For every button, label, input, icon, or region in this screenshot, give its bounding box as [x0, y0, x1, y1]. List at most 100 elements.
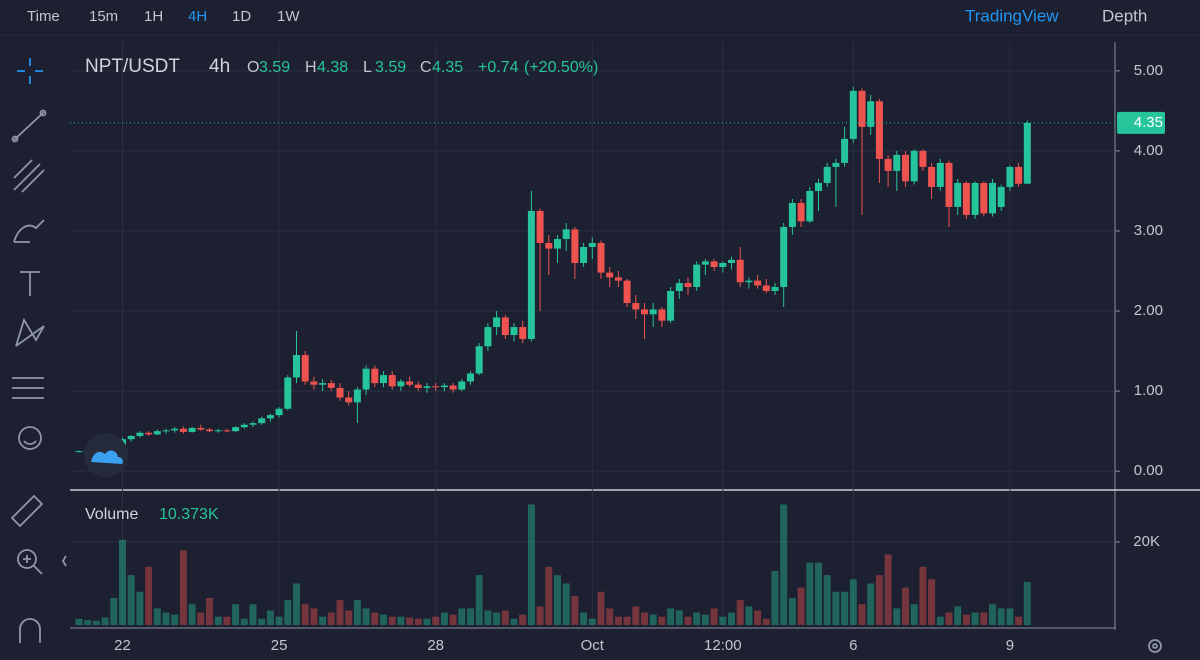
volume-bar — [867, 583, 875, 625]
candle-body — [510, 327, 518, 336]
crosshair-icon[interactable] — [17, 58, 43, 84]
candle-body — [414, 384, 422, 388]
x-tick-label: 9 — [1006, 637, 1014, 654]
ohlc-value: 4.38 — [317, 59, 348, 76]
emoji-icon[interactable] — [18, 426, 42, 450]
candle-body — [849, 90, 857, 139]
volume-title: Volume — [85, 506, 138, 523]
ohlc-key: L — [363, 59, 372, 76]
candle-body — [145, 432, 153, 435]
candle-body — [1006, 166, 1014, 187]
volume-bar — [284, 600, 292, 625]
candle-body — [275, 408, 283, 416]
prediction-icon[interactable] — [12, 377, 44, 399]
candle-body — [858, 90, 866, 127]
volume-bar — [997, 608, 1005, 625]
ohlc-key: H — [305, 59, 317, 76]
candle-body — [788, 202, 796, 227]
volume-bar — [214, 616, 222, 625]
candle-body — [815, 182, 822, 191]
interval-button[interactable]: 4H — [188, 8, 207, 25]
fib-icon[interactable] — [13, 159, 45, 193]
interval-button[interactable]: 1D — [232, 8, 251, 25]
x-tick-label: Oct — [581, 637, 605, 654]
candle-body — [902, 154, 909, 182]
volume-bar — [440, 612, 448, 625]
volume-bar — [527, 504, 535, 625]
volume-bar — [327, 612, 335, 625]
volume-bars — [75, 504, 1031, 625]
volume-bar — [736, 600, 744, 625]
volume-bar — [641, 612, 648, 625]
last-price-label: 4.35 — [1134, 114, 1163, 131]
candle-body — [293, 355, 300, 378]
volume-bar — [110, 597, 118, 625]
brush-icon[interactable] — [13, 219, 45, 243]
volume-bar — [545, 566, 553, 625]
volume-bar — [406, 617, 414, 625]
ohlc-value: 4.35 — [432, 59, 463, 76]
ohlc-key: C — [420, 59, 432, 76]
candle-body — [336, 387, 344, 398]
candle-body — [762, 285, 770, 292]
candle-body — [701, 261, 709, 265]
magnet-icon[interactable] — [19, 618, 41, 643]
ruler-icon[interactable] — [10, 494, 44, 528]
candle-body — [649, 309, 657, 315]
symbol: NPT/USDT — [85, 56, 180, 77]
logo — [84, 433, 128, 477]
candle-body — [945, 162, 953, 207]
volume-bar — [823, 575, 831, 625]
labels: NPT/USDT 4h Volume 10.373K 0.00 1.00 2.00 3… — [85, 56, 1165, 654]
candle-body — [745, 280, 753, 283]
candle-body — [266, 415, 274, 419]
volume-bar — [719, 616, 727, 625]
candle-body — [954, 182, 962, 207]
interval-button[interactable]: Time — [27, 8, 60, 25]
volume-bar — [710, 608, 718, 625]
volume-bar — [797, 587, 805, 625]
settings-icon[interactable] — [1148, 639, 1162, 653]
pattern-icon[interactable] — [15, 317, 45, 347]
candle-body — [554, 238, 561, 249]
volume-bar — [371, 612, 379, 625]
candle-body — [606, 272, 614, 278]
candle-body — [301, 355, 309, 382]
interval-button[interactable]: 15m — [89, 8, 118, 25]
candle-body — [371, 368, 379, 384]
volume-bar — [667, 608, 675, 625]
x-tick-label: 6 — [849, 637, 857, 654]
candle-body — [910, 150, 918, 182]
candle-body — [989, 182, 996, 214]
view-button[interactable]: Depth — [1102, 6, 1147, 25]
volume-bar — [336, 600, 344, 625]
candle-body — [658, 309, 666, 321]
volume-bar — [893, 608, 901, 625]
candle-body — [780, 226, 788, 288]
volume-bar — [188, 604, 196, 625]
candle-body — [188, 427, 196, 432]
view-button[interactable]: TradingView — [965, 6, 1059, 25]
candle-body — [997, 186, 1005, 207]
candle-body — [641, 309, 648, 315]
interval-button[interactable]: 1W — [277, 8, 300, 25]
candle-body — [249, 423, 257, 425]
candle-body — [1015, 166, 1023, 184]
volume-bar — [266, 610, 274, 625]
volume-bar — [806, 562, 814, 625]
volume-bar — [606, 608, 614, 625]
volume-bar — [1023, 581, 1031, 625]
candle-body — [962, 182, 970, 215]
volume-bar — [92, 620, 100, 625]
collapse-arrow[interactable] — [61, 555, 67, 567]
candle-body — [693, 264, 701, 288]
trend-line-icon[interactable] — [11, 109, 47, 143]
y2-tick-label: 20K — [1133, 533, 1160, 550]
candle-body — [353, 389, 361, 403]
interval-button[interactable]: 1H — [144, 8, 163, 25]
candle-body — [580, 246, 588, 263]
candle-body — [449, 385, 457, 390]
candle-body — [310, 381, 318, 385]
zoom-icon[interactable] — [17, 549, 43, 575]
text-icon[interactable] — [20, 271, 40, 296]
